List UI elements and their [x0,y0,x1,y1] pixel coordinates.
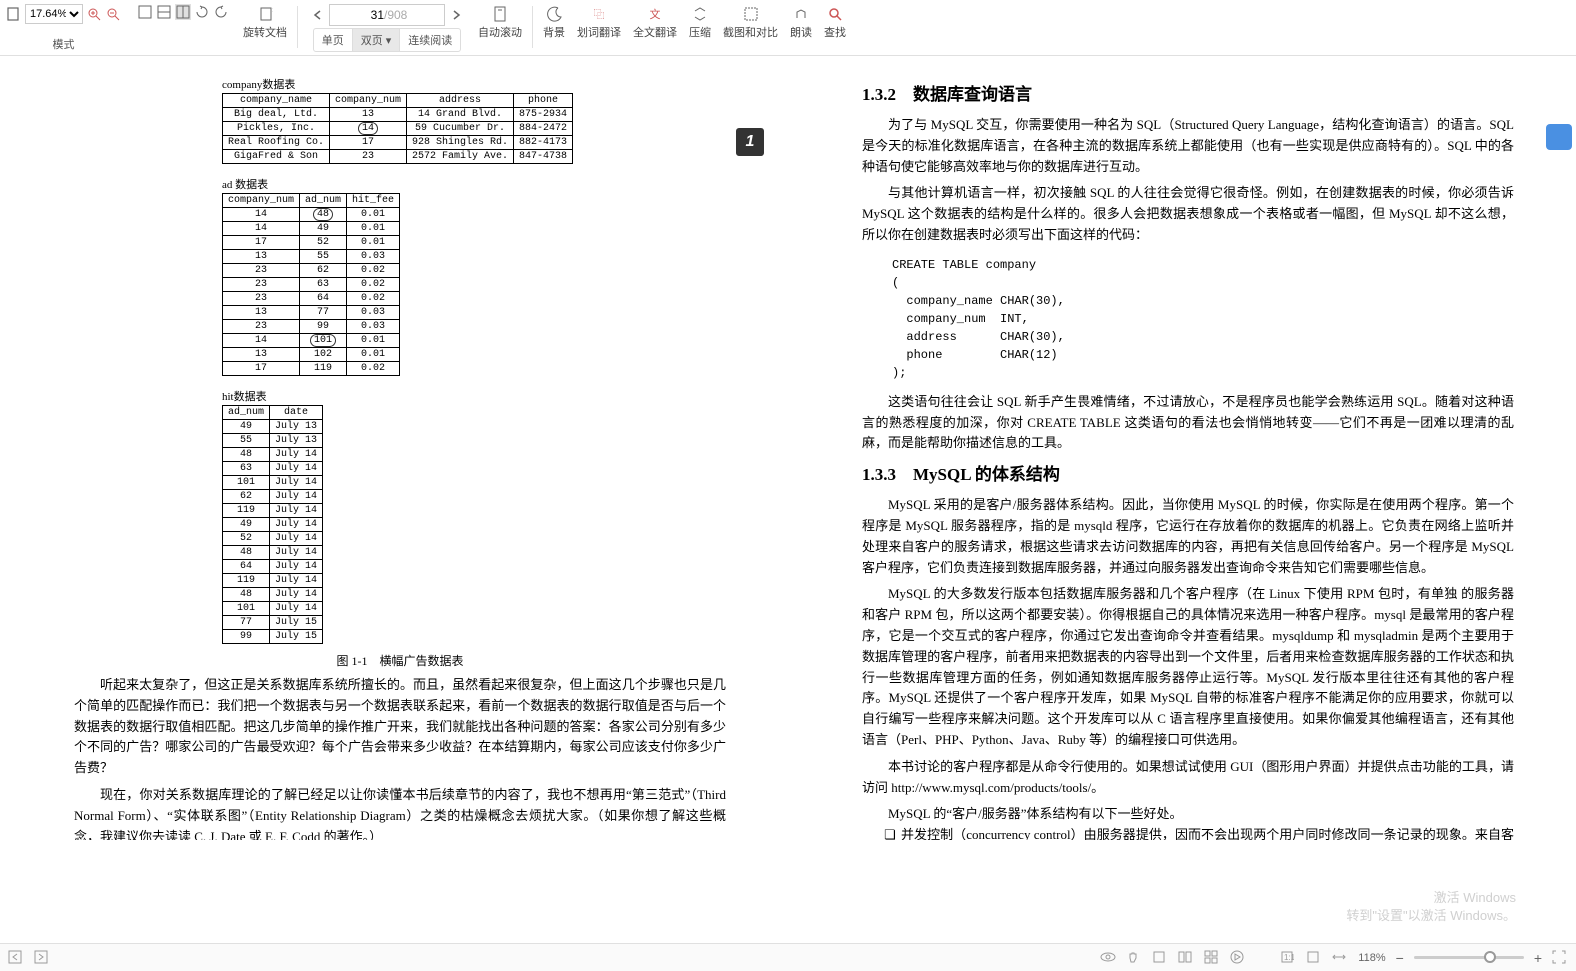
right-page: 1.3.2 数据库查询语言 为了与 MySQL 交互，你需要使用一种名为 SQL… [788,56,1576,840]
next-page-icon[interactable] [448,7,464,23]
zoom-out-icon[interactable] [105,6,121,22]
sb-zoom-value: 118% [1358,952,1385,964]
chapter-badge: 1 [736,128,764,156]
r-p5: MySQL 的大多数发行版本包括数据库服务器和几个客户程序（在 Linux 下使… [862,584,1514,750]
rotate-icon [257,6,273,22]
rot-left-icon[interactable] [194,4,210,20]
compress-button[interactable]: 压缩 [685,4,715,42]
find-button[interactable]: 查找 [820,4,850,42]
r-p2: 与其他计算机语言一样，初次接触 SQL 的人往往会觉得它很奇怪。例如，在创建数据… [862,183,1514,245]
fit1-icon[interactable] [137,4,153,20]
ad-table: company_numad_numhit_fee14480.0114490.01… [222,193,400,376]
sb-minus-icon[interactable]: − [1396,950,1404,966]
sql-code-block: CREATE TABLE company ( company_name CHAR… [892,256,1514,382]
page-input[interactable]: /908 [329,4,445,26]
toolbar: 17.64% 模式 旋转文档 /908 单页 双页 ▾ 连续阅读 [0,0,1576,56]
table3-caption: hit数据表 [222,388,726,404]
double-page-button[interactable]: 双页 ▾ [352,29,400,51]
windows-watermark: 激活 Windows 转到"设置"以激活 Windows。 [1346,889,1516,925]
single-page-button[interactable]: 单页 [314,29,352,51]
sb-view3-icon[interactable] [1204,950,1220,966]
rot-right-icon[interactable] [213,4,229,20]
r-p3: 这类语句往往会让 SQL 新手产生畏难情绪，不过请放心，不是程序员也能学会熟练运… [862,392,1514,454]
compare-button[interactable]: 截图和对比 [719,4,782,42]
zoom-in-icon[interactable] [86,6,102,22]
statusbar: 1:1 118% − + [0,943,1576,971]
screenshot-icon [743,6,759,22]
fit2-icon[interactable] [156,4,172,20]
hit-table: ad_numdate49July 1355July 1348July 1463J… [222,405,323,644]
r-p6: 本书讨论的客户程序都是从命令行使用的。如果想试试使用 GUI（图形用户界面）并提… [862,757,1514,799]
sb-fullscreen-icon[interactable] [1552,950,1568,966]
compress-icon [692,6,708,22]
section-132-heading: 1.3.2 数据库查询语言 [862,80,1514,105]
sb-hand-icon[interactable] [1126,950,1142,966]
company-table: company_namecompany_numaddressphoneBig d… [222,93,573,164]
figure-caption: 图 1-1 横幅广告数据表 [74,652,726,669]
rotate-doc-button[interactable]: 旋转文档 [239,4,291,42]
bookmark-icon [492,6,508,22]
r-p4: MySQL 采用的是客户/服务器体系结构。因此，当你使用 MySQL 的时候，你… [862,495,1514,578]
table1-caption: company数据表 [222,76,726,92]
translate-full-icon: 文 [647,6,663,22]
book-icon[interactable] [6,6,22,22]
sb-prev-icon[interactable] [8,950,24,966]
prev-page-icon[interactable] [310,7,326,23]
continuous-button[interactable]: 连续阅读 [399,29,460,51]
bullet-1: 并发控制（concurrency control）由服务器提供，因而不会出现两个… [888,825,1514,840]
sb-next-icon[interactable] [34,950,50,966]
translate-icon: ⿻ [591,6,607,22]
left-p1: 听起来太复杂了，但这正是关系数据库系统所擅长的。而且，虽然看起来很复杂，但上面这… [74,675,726,779]
content: 1 company数据表 company_namecompany_numaddr… [0,56,1576,840]
sb-crop-icon[interactable] [1306,950,1322,966]
sb-view2-icon[interactable] [1178,950,1194,966]
sb-play-icon[interactable] [1230,950,1246,966]
fit3-icon[interactable] [175,4,191,20]
left-page: 1 company数据表 company_namecompany_numaddr… [0,56,788,840]
search-icon [827,6,843,22]
audio-icon [793,6,809,22]
sb-view1-icon[interactable] [1152,950,1168,966]
sb-plus-icon[interactable]: + [1534,950,1542,966]
bookmark-button[interactable]: 自动滚动 [474,4,526,42]
table2-caption: ad 数据表 [222,176,726,192]
left-p2: 现在，你对关系数据库理论的了解已经足以让你读懂本书后续章节的内容了，我也不想再用… [74,785,726,840]
zoom-select[interactable]: 17.64% [25,4,83,24]
mode-label: 模式 [53,36,75,52]
read-button[interactable]: 朗读 [786,4,816,42]
section-133-heading: 1.3.3 MySQL 的体系结构 [862,460,1514,485]
moon-icon [546,6,562,22]
dict-button[interactable]: ⿻ 划词翻译 [573,4,625,42]
svg-text:1:1: 1:1 [1284,953,1294,962]
sb-eye-icon[interactable] [1100,950,1116,966]
r-p1: 为了与 MySQL 交互，你需要使用一种名为 SQL（Structured Qu… [862,115,1514,177]
night-button[interactable]: 背景 [539,4,569,42]
sb-width-icon[interactable] [1332,950,1348,966]
zoom-slider[interactable] [1414,956,1524,959]
view-mode-pill: 单页 双页 ▾ 连续阅读 [313,28,462,52]
sb-fit-icon[interactable]: 1:1 [1280,950,1296,966]
fulltrans-button[interactable]: 文 全文翻译 [629,4,681,42]
r-p7: MySQL 的“客户/服务器”体系结构有以下一些好处。 [862,804,1514,825]
